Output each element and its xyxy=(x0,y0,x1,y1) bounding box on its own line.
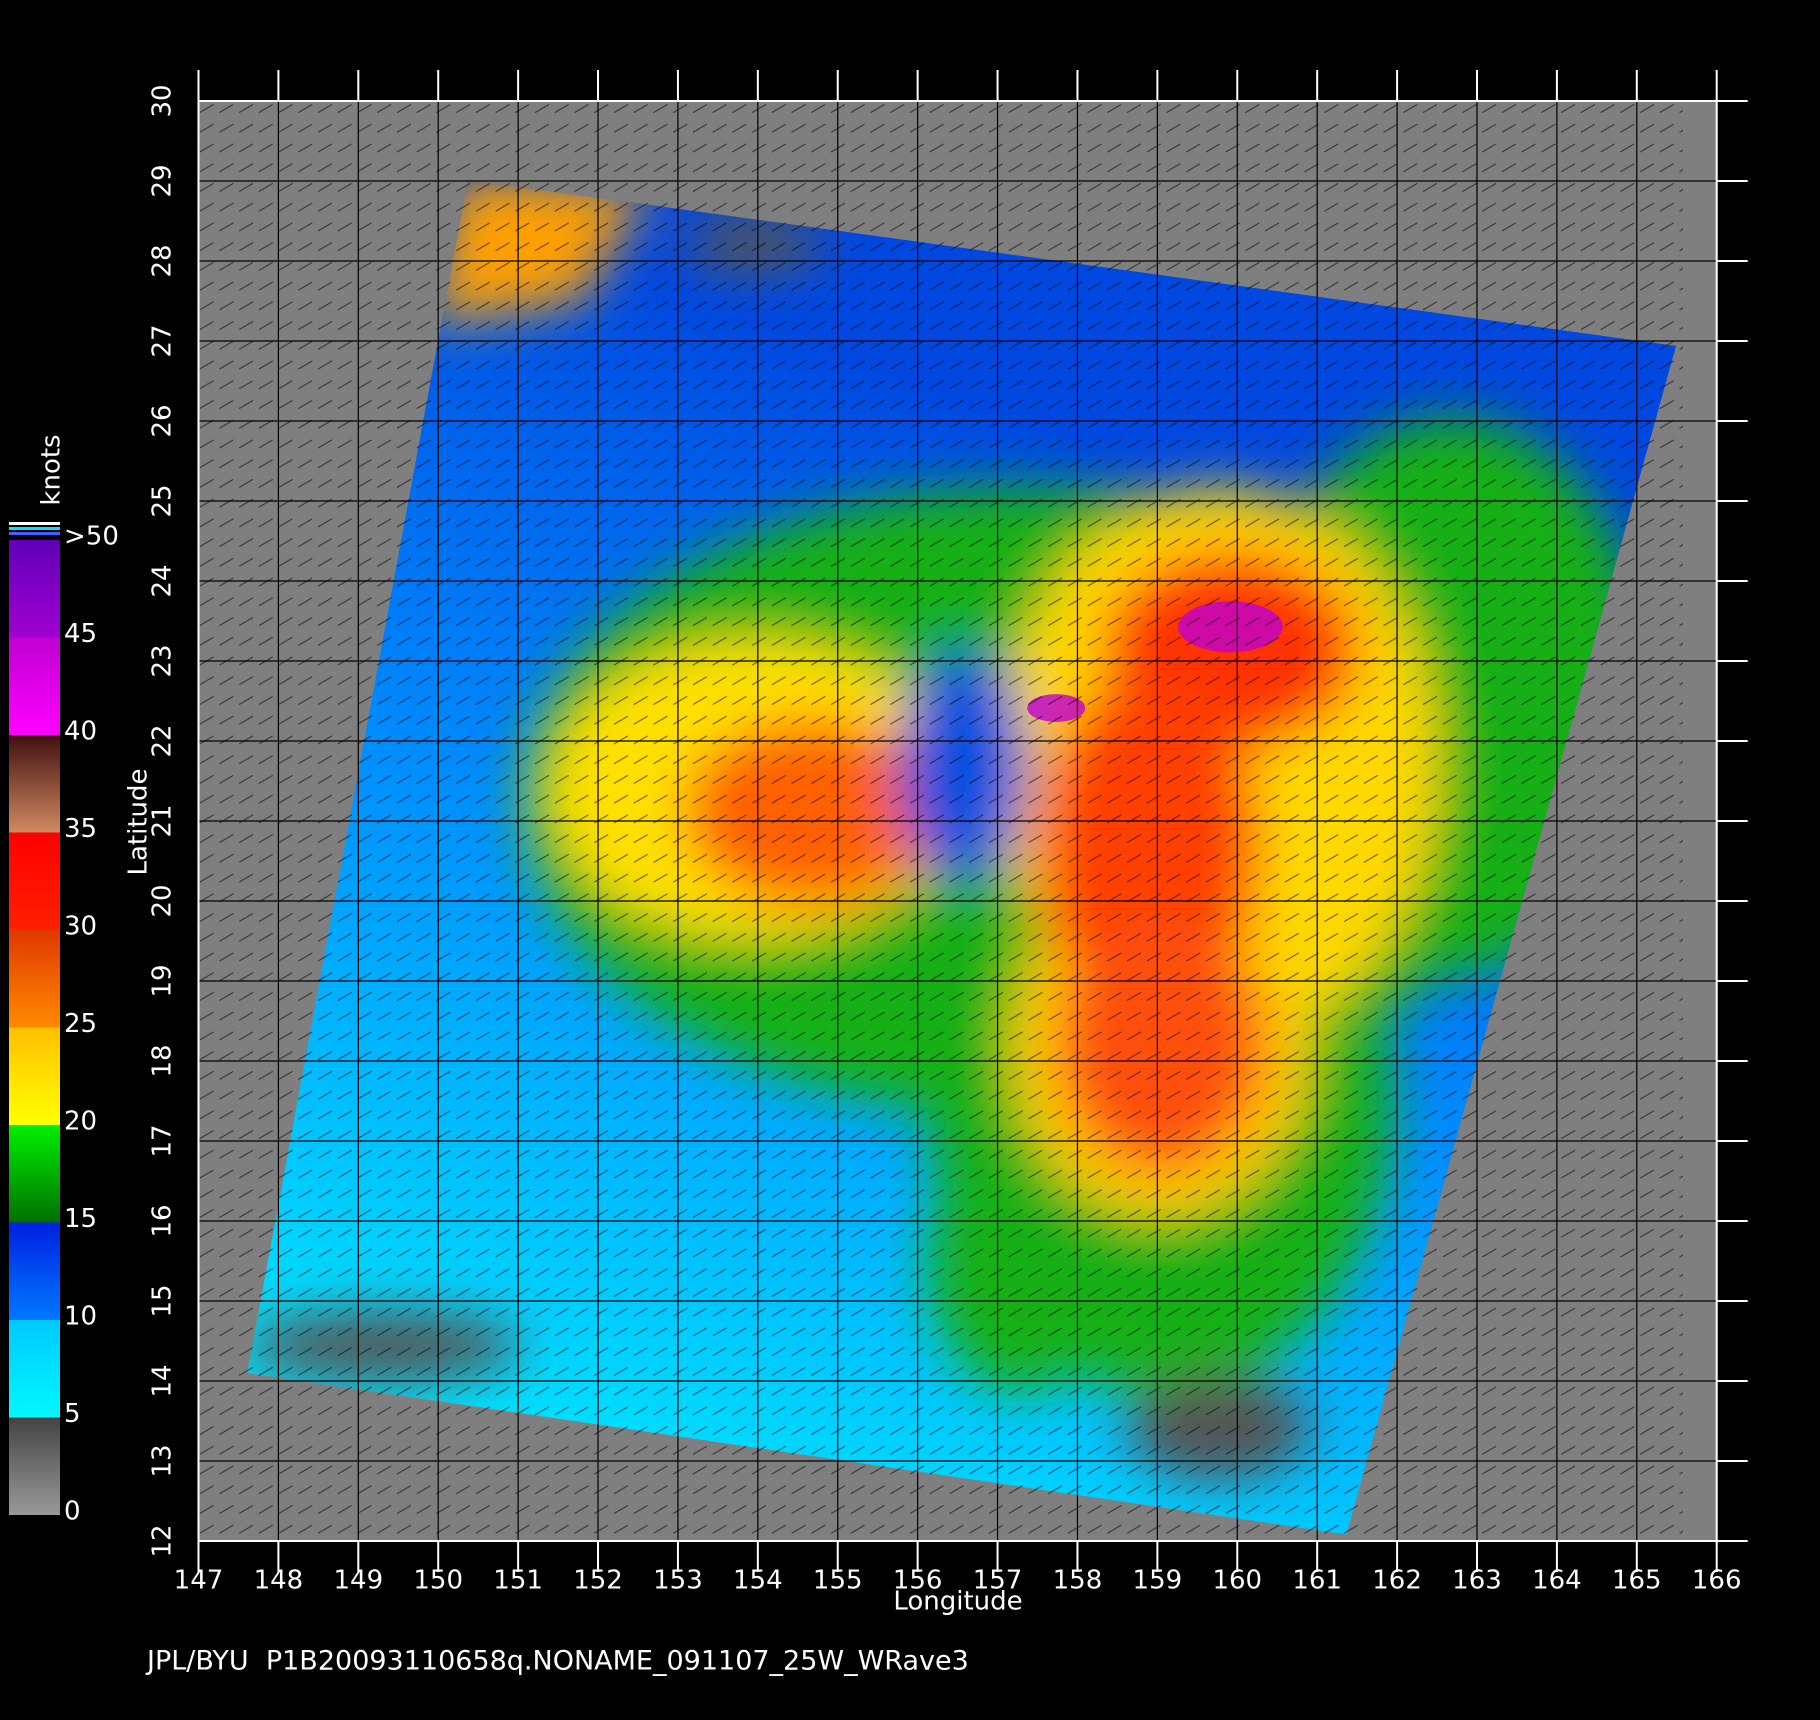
colorbar-tick-label: 30 xyxy=(64,912,97,942)
colorbar-band xyxy=(9,735,60,833)
x-tick-label: 156 xyxy=(893,1566,943,1596)
y-tick-label: 28 xyxy=(148,244,178,277)
y-tick-label: 19 xyxy=(148,964,178,997)
colorbar-tick-label: 15 xyxy=(64,1204,97,1234)
y-tick-label: 23 xyxy=(148,644,178,677)
x-tick-label: 164 xyxy=(1532,1566,1582,1596)
plot-frame xyxy=(197,100,1718,1542)
colorbar-band xyxy=(9,637,60,735)
x-tick-label: 157 xyxy=(973,1566,1023,1596)
colorbar-band xyxy=(9,540,60,638)
x-tick-label: 161 xyxy=(1292,1566,1342,1596)
x-tick-label: 154 xyxy=(733,1566,783,1596)
x-tick-label: 163 xyxy=(1452,1566,1502,1596)
x-tick-label: 162 xyxy=(1372,1566,1422,1596)
y-tick-label: 29 xyxy=(148,164,178,197)
y-tick-label: 27 xyxy=(148,324,178,357)
x-tick-label: 165 xyxy=(1612,1566,1662,1596)
y-tick-label: 21 xyxy=(148,804,178,837)
y-tick-label: 24 xyxy=(148,564,178,597)
y-tick-label: 12 xyxy=(148,1524,178,1557)
y-tick-label: 25 xyxy=(148,484,178,517)
swath xyxy=(198,101,1684,1541)
colorbar-tick-label: 40 xyxy=(64,717,97,747)
y-tick-label: 13 xyxy=(148,1444,178,1477)
footer: JPL/BYU P1B20093110658q.NONAME_091107_25… xyxy=(145,1646,969,1677)
colorbar-band xyxy=(9,832,60,930)
x-tick-label: 151 xyxy=(493,1566,543,1596)
x-axis-label: Longitude xyxy=(893,1587,1022,1617)
plot-area xyxy=(198,101,1717,1541)
x-tick-label: 158 xyxy=(1053,1566,1103,1596)
y-tick-label: 14 xyxy=(148,1364,178,1397)
x-tick-label: 150 xyxy=(413,1566,463,1596)
colorbar-tick-label: 10 xyxy=(64,1302,97,1332)
colorbar-band xyxy=(9,1417,60,1515)
colorbar-stripes xyxy=(9,522,60,535)
y-tick-label: 15 xyxy=(148,1284,178,1317)
x-tick-label: 160 xyxy=(1212,1566,1262,1596)
colorbar-tick-label: 0 xyxy=(64,1497,81,1527)
colorbar-tick-label: >50 xyxy=(64,522,119,552)
y-tick-label: 16 xyxy=(148,1204,178,1237)
colorbar-tick-label: 5 xyxy=(64,1399,81,1429)
x-tick-label: 152 xyxy=(573,1566,623,1596)
y-tick-label: 18 xyxy=(148,1044,178,1077)
colorbar-band xyxy=(9,1027,60,1125)
colorbar-band xyxy=(9,1320,60,1418)
colorbar-label: knots xyxy=(37,434,67,505)
colorbar-band xyxy=(9,930,60,1028)
x-tick-label: 148 xyxy=(254,1566,304,1596)
colorbar-tick-label: 45 xyxy=(64,619,97,649)
colorbar-tick-label: 20 xyxy=(64,1107,97,1137)
y-tick-label: 26 xyxy=(148,404,178,437)
y-tick-label: 17 xyxy=(148,1124,178,1157)
grid xyxy=(197,70,1748,1572)
colorbar-band xyxy=(9,1222,60,1320)
y-tick-label: 20 xyxy=(148,884,178,917)
x-tick-label: 149 xyxy=(333,1566,383,1596)
x-tick-label: 166 xyxy=(1692,1566,1742,1596)
colorbar-tick-label: 25 xyxy=(64,1009,97,1039)
x-tick-label: 155 xyxy=(813,1566,863,1596)
y-tick-label: 30 xyxy=(148,84,178,117)
y-tick-label: 22 xyxy=(148,724,178,757)
x-tick-label: 159 xyxy=(1133,1566,1183,1596)
colorbar-tick-label: 35 xyxy=(64,814,97,844)
x-tick-label: 147 xyxy=(174,1566,224,1596)
colorbar-band xyxy=(9,1125,60,1223)
x-tick-label: 153 xyxy=(653,1566,703,1596)
y-axis-label: Latitude xyxy=(124,768,154,875)
